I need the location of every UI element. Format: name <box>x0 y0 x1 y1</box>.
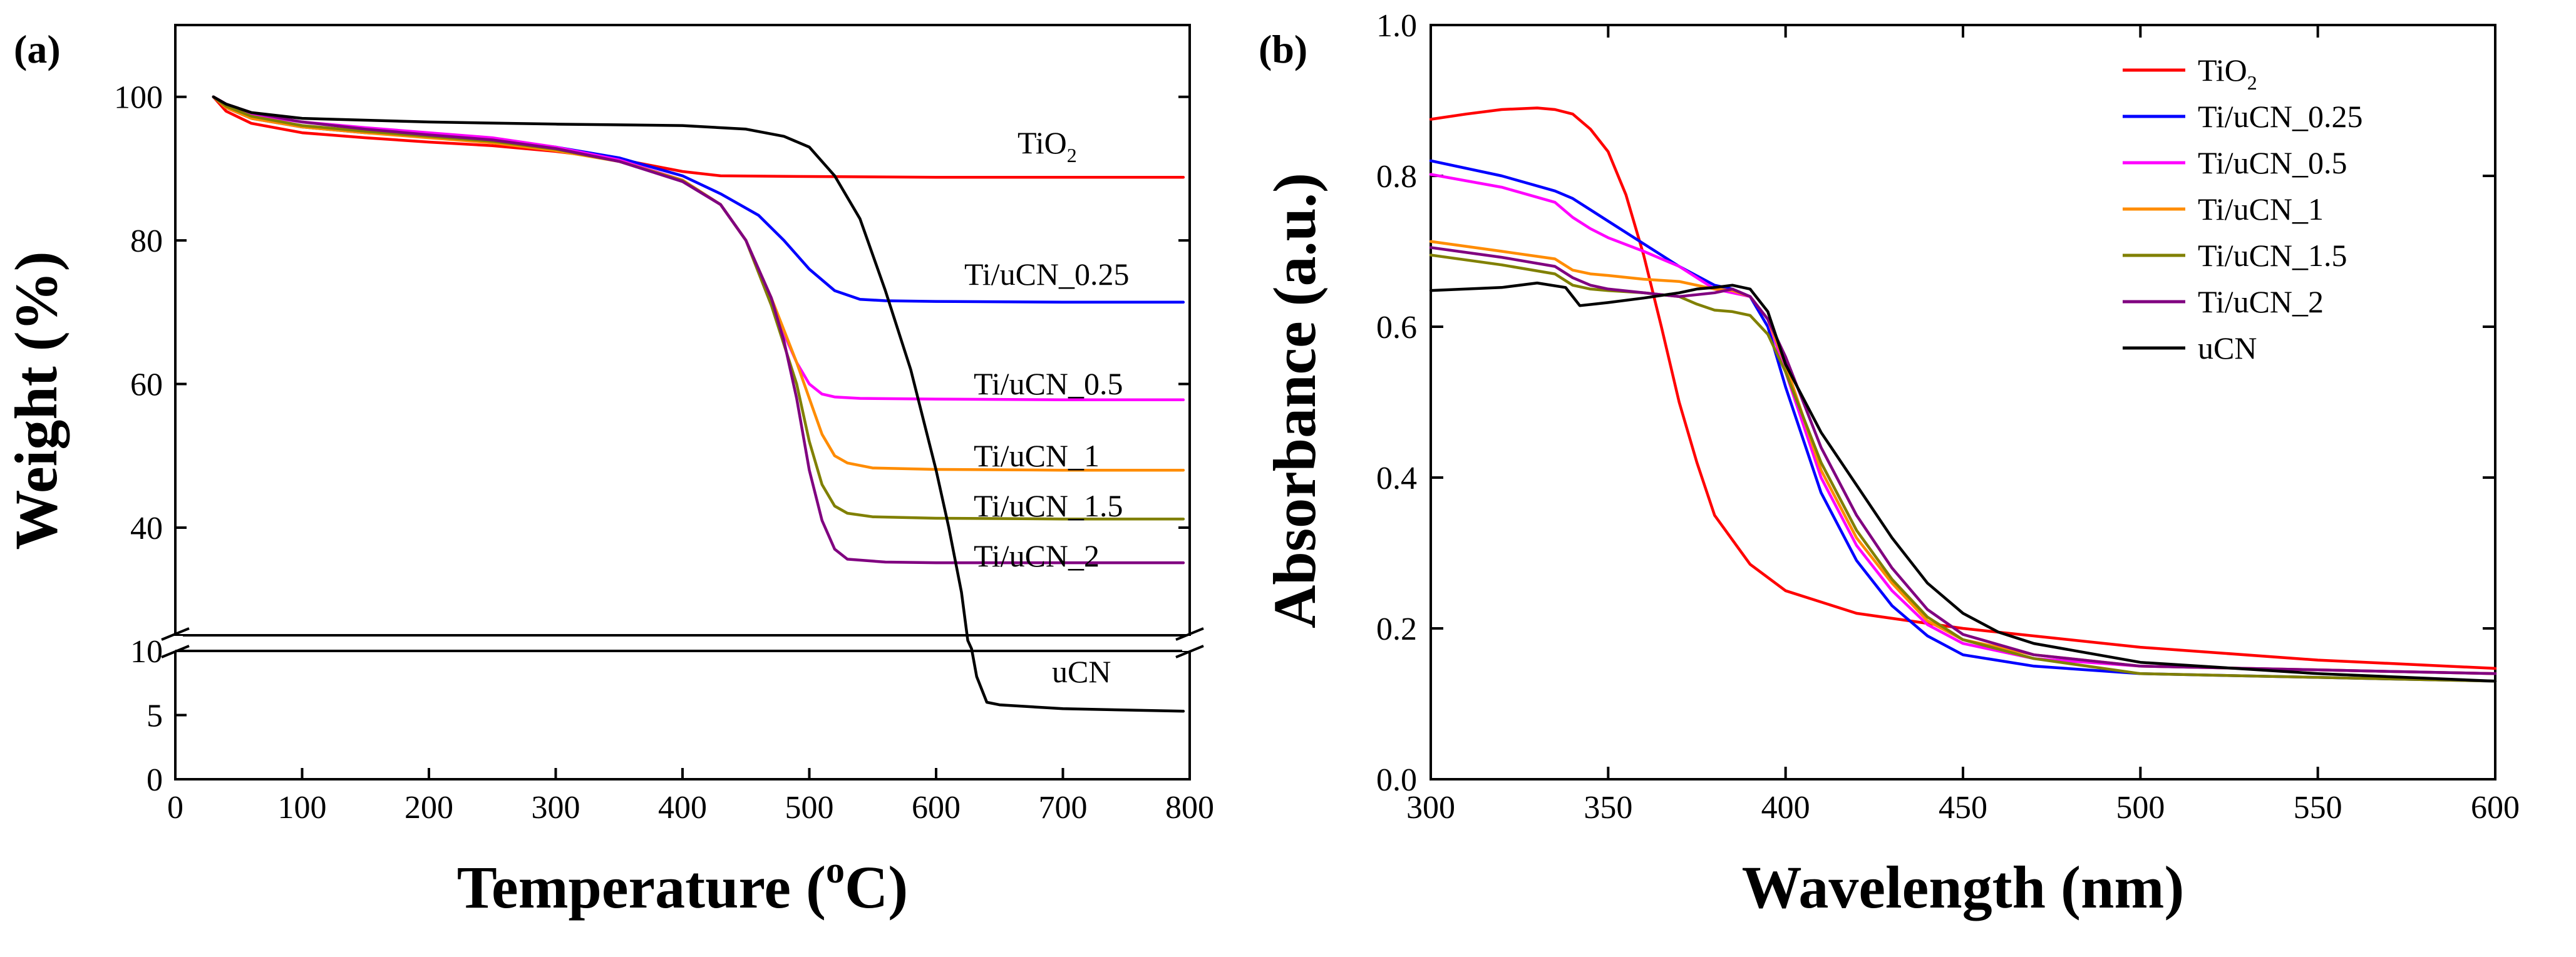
panel-a-label: (a) <box>14 27 61 71</box>
tga-curve-ucn <box>212 95 1185 713</box>
b-x-tick-label-600: 600 <box>2471 790 2520 826</box>
b-y-tick-label-1.0: 1.0 <box>1376 8 1417 44</box>
panel-b-x-axis-title: Wavelength (nm) <box>1742 854 2185 921</box>
x-tick-label-700: 700 <box>1039 790 1088 826</box>
legend-label-tio2: TiO2 <box>2198 53 2257 94</box>
legend-label-ti-ucn-1: Ti/uCN_1 <box>2198 192 2324 227</box>
b-y-tick-label-0.4: 0.4 <box>1376 461 1417 496</box>
panel-b-absorbance: (b) 300 350 400 450 500 550 600 0.0 0.2 0.4 0.6 0.8… <box>1259 8 2520 921</box>
b-x-tick-label-350: 350 <box>1584 790 1632 826</box>
y-tick-label-lower-10: 10 <box>130 634 163 670</box>
absorbance-curve-ti-ucn-1 <box>1429 240 2497 675</box>
curve-label-ti-ucn-1: Ti/uCN_1 <box>974 438 1100 473</box>
absorbance-curve-ucn <box>1429 281 2497 683</box>
panel-b-frame <box>1430 24 2496 780</box>
axis-break-left-mark-1 <box>161 627 190 641</box>
absorbance-curve-ti-ucn-0-25 <box>1429 159 2497 683</box>
legend-label-ucn: uCN <box>2198 330 2257 366</box>
b-y-tick-label-0.0: 0.0 <box>1376 762 1417 798</box>
absorbance-curve-ti-ucn-1-5 <box>1429 253 2497 683</box>
panel-a-lower-frame <box>174 650 1191 780</box>
b-y-tick-label-0.8: 0.8 <box>1376 159 1417 195</box>
x-tick-label-800: 800 <box>1165 790 1214 826</box>
x-tick-label-0: 0 <box>167 790 183 826</box>
curve-label-tio2: TiO2 <box>1018 125 1077 166</box>
x-tick-label-100: 100 <box>278 790 327 826</box>
panel-a-upper-frame <box>174 24 1191 637</box>
panel-a-ticks: 0 100 200 300 400 500 600 700 800 40 60 80 100 0 5 10 <box>114 80 1214 826</box>
b-y-tick-label-0.2: 0.2 <box>1376 612 1417 647</box>
legend-label-ti-ucn-1-5: Ti/uCN_1.5 <box>2198 238 2347 273</box>
b-x-tick-label-400: 400 <box>1761 790 1810 826</box>
legend-label-ti-ucn-2: Ti/uCN_2 <box>2198 284 2324 319</box>
y-tick-label-lower-0: 0 <box>147 762 163 798</box>
legend-label-ti-ucn-0-5: Ti/uCN_0.5 <box>2198 145 2347 180</box>
curve-label-ti-ucn-0-25: Ti/uCN_0.25 <box>964 257 1130 292</box>
b-x-tick-label-450: 450 <box>1939 790 1987 826</box>
panel-b-label: (b) <box>1259 27 1307 71</box>
absorbance-curve-ti-ucn-2 <box>1429 246 2497 675</box>
axis-break-right-mark-1 <box>1175 627 1204 641</box>
legend-label-ti-ucn-0-25: Ti/uCN_0.25 <box>2198 99 2363 134</box>
y-tick-label-40: 40 <box>130 511 163 546</box>
y-tick-label-100: 100 <box>114 80 163 116</box>
axis-break-right-mark-2 <box>1175 645 1204 658</box>
y-tick-label-lower-5: 5 <box>147 699 163 734</box>
panel-a-tga: (a) 0 100 200 300 400 500 600 700 800 40 60 80 100 0 5… <box>3 24 1214 921</box>
b-x-tick-label-500: 500 <box>2116 790 2165 826</box>
x-tick-label-500: 500 <box>785 790 834 826</box>
panel-a-y-axis-title: Weight (%) <box>3 251 70 550</box>
x-tick-label-400: 400 <box>658 790 707 826</box>
panel-b-legend: TiO2 Ti/uCN_0.25 Ti/uCN_0.5 Ti/uCN_1 Ti/uCN_… <box>2123 53 2363 366</box>
y-tick-label-60: 60 <box>130 367 163 403</box>
b-y-tick-label-0.6: 0.6 <box>1376 310 1417 345</box>
panel-b-curves <box>1429 106 2497 683</box>
curve-label-ti-ucn-1-5: Ti/uCN_1.5 <box>974 488 1123 523</box>
panel-a-curves <box>212 95 1185 713</box>
panel-b-ticks: 300 350 400 450 500 550 600 0.0 0.2 0.4 0.6 0.8 1.0 <box>1376 8 2520 826</box>
y-tick-label-80: 80 <box>130 223 163 259</box>
x-tick-label-200: 200 <box>404 790 453 826</box>
absorbance-curve-tio2 <box>1429 106 2497 670</box>
b-x-tick-label-550: 550 <box>2294 790 2342 826</box>
curve-label-ucn: uCN <box>1052 654 1111 689</box>
panel-a-x-axis-title: Temperature (oC) <box>457 849 909 921</box>
curve-label-ti-ucn-0-5: Ti/uCN_0.5 <box>974 366 1123 401</box>
curve-label-ti-ucn-2: Ti/uCN_2 <box>974 538 1100 573</box>
b-x-tick-label-300: 300 <box>1406 790 1455 826</box>
x-tick-label-300: 300 <box>532 790 580 826</box>
tga-curve-ti-ucn-2 <box>212 95 1185 565</box>
x-tick-label-600: 600 <box>912 790 961 826</box>
panel-b-y-axis-title: Absorbance (a.u.) <box>1261 173 1328 628</box>
